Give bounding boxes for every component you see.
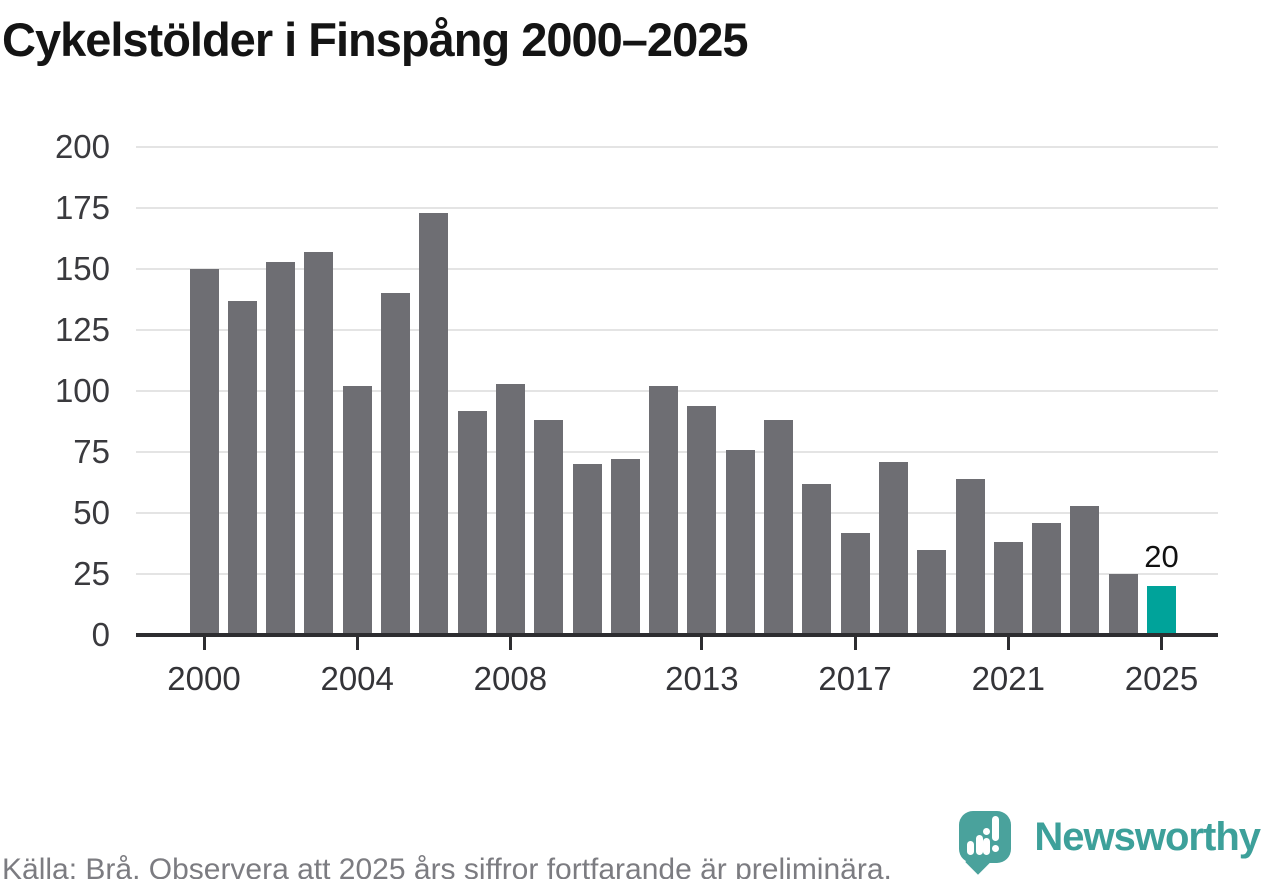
- x-axis-label: 2017: [818, 660, 892, 697]
- bar: [342, 386, 372, 635]
- bar: [917, 549, 947, 635]
- logo-bar-icon: [992, 816, 999, 841]
- x-axis-tick: [508, 637, 512, 650]
- source-note: Källa: Brå. Observera att 2025 års siffr…: [2, 853, 892, 879]
- bar: [457, 410, 487, 635]
- x-axis-tick: [202, 637, 206, 650]
- x-axis-tick: [700, 637, 704, 650]
- bar: [304, 251, 334, 635]
- plot-area: 20: [136, 146, 1218, 650]
- gridline: [136, 268, 1218, 270]
- x-axis-tick: [853, 637, 857, 650]
- x-axis-label: 2013: [665, 660, 739, 697]
- x-axis-line: [136, 633, 1218, 637]
- bar: [687, 405, 717, 635]
- y-axis-label: 125: [54, 311, 110, 348]
- y-axis-label: 75: [73, 433, 110, 470]
- bar: [1147, 586, 1176, 635]
- y-axis-label: 200: [54, 128, 110, 165]
- newsworthy-logo: Newsworthy: [930, 807, 1262, 879]
- y-axis-label: 0: [91, 616, 110, 653]
- y-axis-label: 175: [54, 189, 110, 226]
- bar: [227, 300, 257, 635]
- bar: [802, 483, 832, 635]
- bar: [1070, 505, 1100, 635]
- x-axis-tick: [1006, 637, 1010, 650]
- bar: [419, 212, 449, 635]
- logo-dot-icon: [983, 828, 990, 835]
- bar: [381, 293, 410, 635]
- bar: [1108, 574, 1138, 635]
- x-axis-tick: [1160, 637, 1163, 650]
- logo-bar-icon: [976, 835, 983, 855]
- bar-value-label: 20: [1144, 539, 1179, 575]
- page-title: Cykelstölder i Finspång 2000–2025: [2, 13, 748, 66]
- y-axis-label: 100: [54, 372, 110, 409]
- bar: [955, 478, 985, 635]
- bar: [534, 420, 564, 635]
- gridline: [136, 207, 1218, 209]
- x-axis-tick: [355, 637, 359, 650]
- gridline: [136, 329, 1218, 331]
- bar: [649, 386, 679, 635]
- y-axis-label: 25: [73, 555, 110, 592]
- bar: [764, 420, 793, 635]
- bar: [495, 383, 525, 635]
- x-axis-label: 2008: [473, 660, 548, 697]
- bar: [1032, 522, 1062, 635]
- x-axis-label: 2025: [1124, 660, 1199, 697]
- bar: [840, 532, 870, 635]
- map-pin-icon: [959, 811, 1011, 863]
- logo-wordmark: Newsworthy: [1034, 815, 1261, 859]
- gridline: [136, 146, 1218, 148]
- bar: [725, 449, 755, 635]
- x-axis-label: 2004: [320, 660, 394, 697]
- bar: [189, 269, 219, 635]
- logo-bar-icon: [967, 841, 974, 855]
- x-axis-label: 2021: [971, 660, 1045, 697]
- bar: [993, 542, 1023, 635]
- logo-bar-icon: [983, 838, 990, 855]
- bar: [266, 261, 296, 635]
- logo-dot-icon: [992, 845, 999, 852]
- x-axis-label: 2000: [167, 660, 241, 697]
- y-axis-label: 150: [54, 250, 110, 287]
- bar: [610, 459, 640, 635]
- bar: [878, 461, 908, 635]
- y-axis-label: 50: [73, 494, 110, 531]
- bar: [572, 464, 602, 635]
